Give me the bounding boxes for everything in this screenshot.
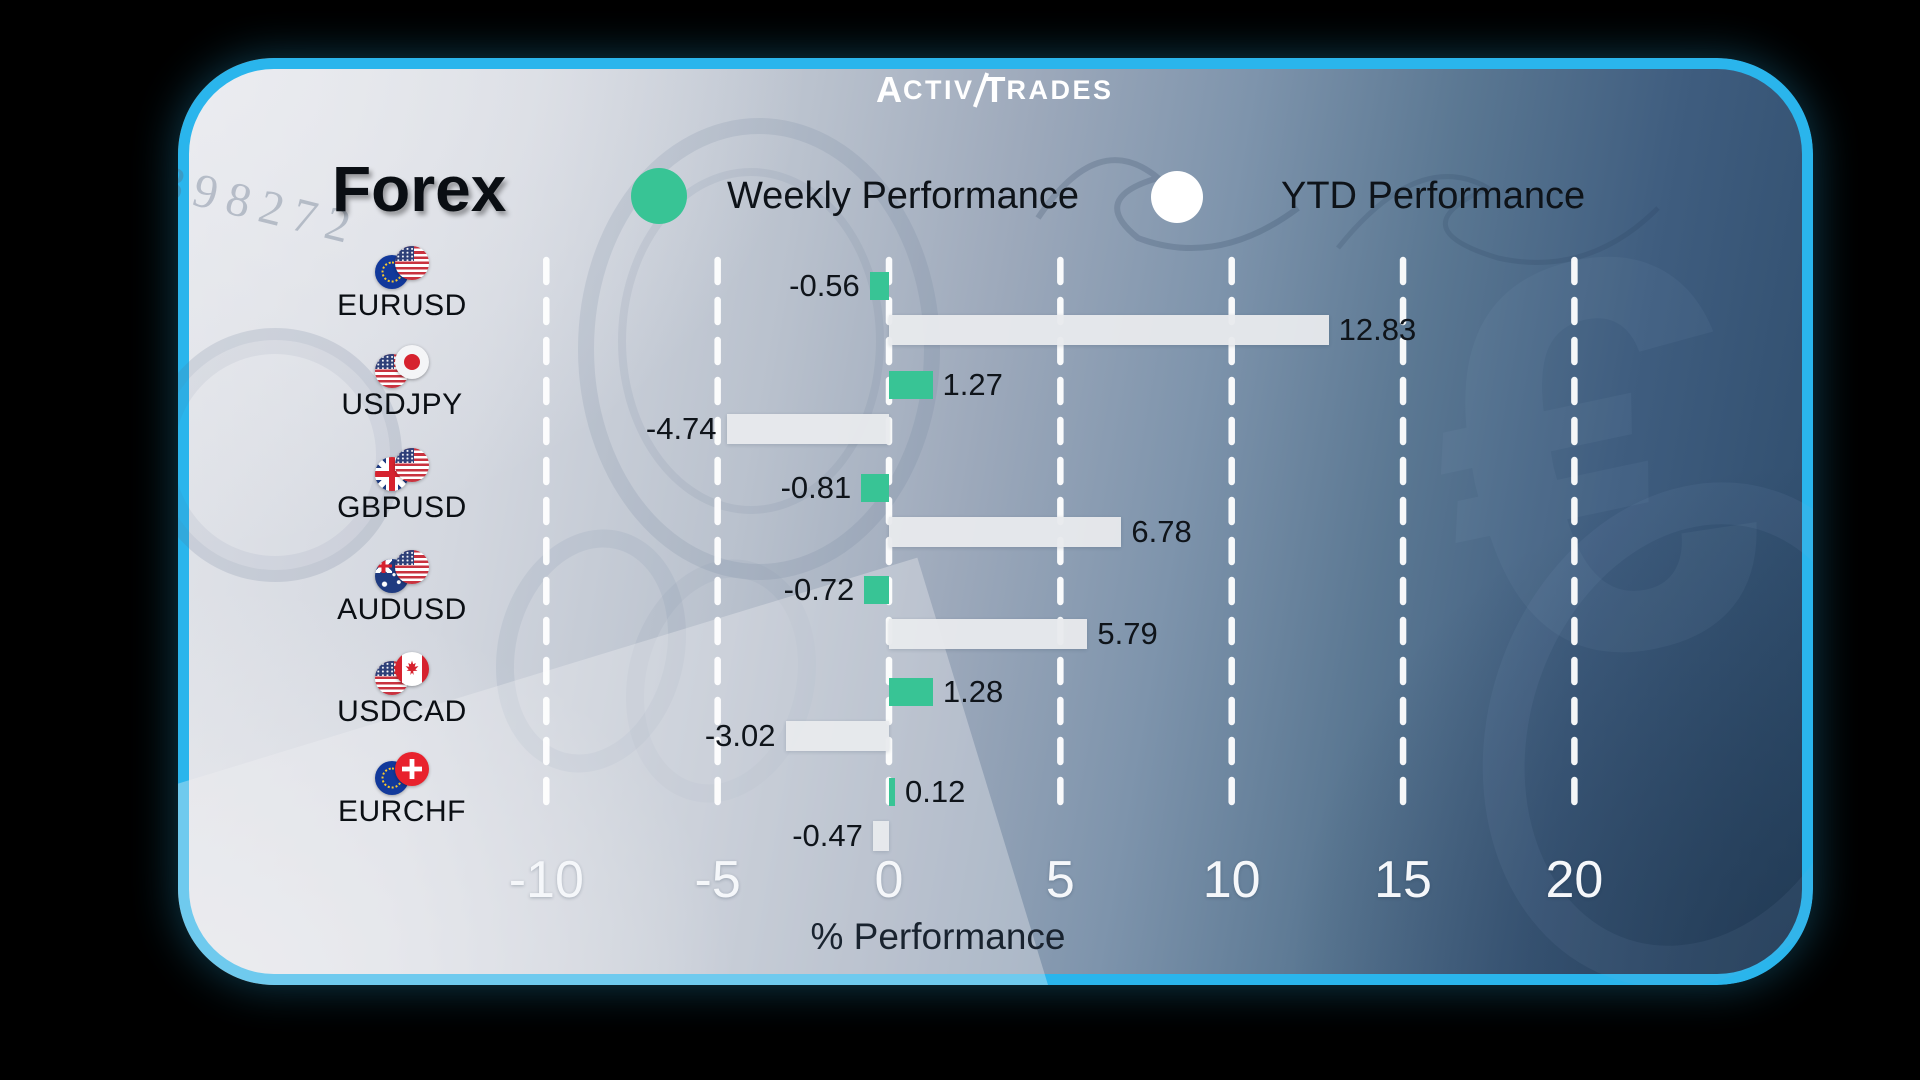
logo-text: T xyxy=(983,69,1007,110)
weekly-bar xyxy=(869,272,889,300)
ytd-bar-value: -4.74 xyxy=(645,411,717,446)
x-axis-tick: 20 xyxy=(1545,851,1604,909)
ytd-bar xyxy=(872,821,889,851)
weekly-bar xyxy=(889,678,933,706)
weekly-legend-label: Weekly Performance xyxy=(727,175,1079,217)
x-axis-tick: 15 xyxy=(1374,851,1432,909)
currency-pair-flags xyxy=(375,246,429,292)
x-axis-tick: -5 xyxy=(694,851,741,909)
currency-pair-flags xyxy=(375,550,429,596)
x-axis-tick: -10 xyxy=(508,851,584,909)
ch-flag-icon xyxy=(395,752,429,786)
x-axis-title: % Performance xyxy=(810,916,1066,957)
weekly-bar xyxy=(889,371,933,399)
logo-text: A xyxy=(876,69,903,110)
us-flag-icon xyxy=(395,448,429,482)
ytd-bar-value: 6.78 xyxy=(1131,514,1192,549)
jp-flag-icon xyxy=(395,345,429,379)
weekly-bar xyxy=(889,778,895,806)
ytd-bar xyxy=(889,619,1088,649)
logo-text: CTIV xyxy=(903,75,975,105)
x-axis-tick: 10 xyxy=(1202,851,1261,909)
weekly-bar-value: -0.56 xyxy=(789,268,860,303)
currency-pair-label: AUDUSD xyxy=(337,593,467,626)
ytd-bar xyxy=(726,414,889,444)
us-flag-icon xyxy=(395,550,429,584)
ytd-bar xyxy=(889,315,1329,345)
ytd-bar-value: 5.79 xyxy=(1097,616,1158,651)
x-axis-tick: 0 xyxy=(874,851,904,909)
logo-text: RADES xyxy=(1006,75,1114,105)
x-axis-tick: 5 xyxy=(1045,851,1075,909)
weekly-legend-dot-icon xyxy=(631,168,687,224)
ytd-bar-value: -0.47 xyxy=(792,818,863,853)
weekly-bar-value: 0.12 xyxy=(905,774,966,809)
currency-pair-label: EURCHF xyxy=(338,795,466,828)
currency-pair-flags xyxy=(375,752,429,798)
currency-pair-label: USDJPY xyxy=(341,388,463,421)
currency-pair-label: EURUSD xyxy=(337,289,467,322)
weekly-bar xyxy=(864,576,889,604)
weekly-bar-value: 1.28 xyxy=(942,674,1004,709)
us-flag-icon xyxy=(375,661,409,695)
activtrades-logo: A CTIV T RADES xyxy=(876,72,1114,108)
us-flag-icon xyxy=(395,246,429,280)
currency-pair-flags xyxy=(375,448,429,494)
ytd-bar-value: -3.02 xyxy=(704,718,776,753)
ca-flag-icon xyxy=(395,652,429,686)
ytd-legend-dot-icon xyxy=(1151,171,1203,223)
weekly-bar-value: 1.27 xyxy=(942,367,1003,402)
weekly-bar xyxy=(861,474,889,502)
page-title: Forex xyxy=(332,153,507,225)
currency-pair-label: USDCAD xyxy=(337,695,467,728)
ytd-bar-value: 12.83 xyxy=(1338,312,1417,347)
ytd-legend-label: YTD Performance xyxy=(1281,175,1586,217)
currency-pair-flags xyxy=(375,652,429,698)
currency-pair-flags xyxy=(375,345,429,391)
weekly-bar-value: -0.72 xyxy=(783,572,855,607)
ytd-bar xyxy=(889,517,1122,547)
currency-pair-label: GBPUSD xyxy=(337,491,467,524)
ytd-bar xyxy=(785,721,889,751)
weekly-bar-value: -0.81 xyxy=(780,470,852,505)
